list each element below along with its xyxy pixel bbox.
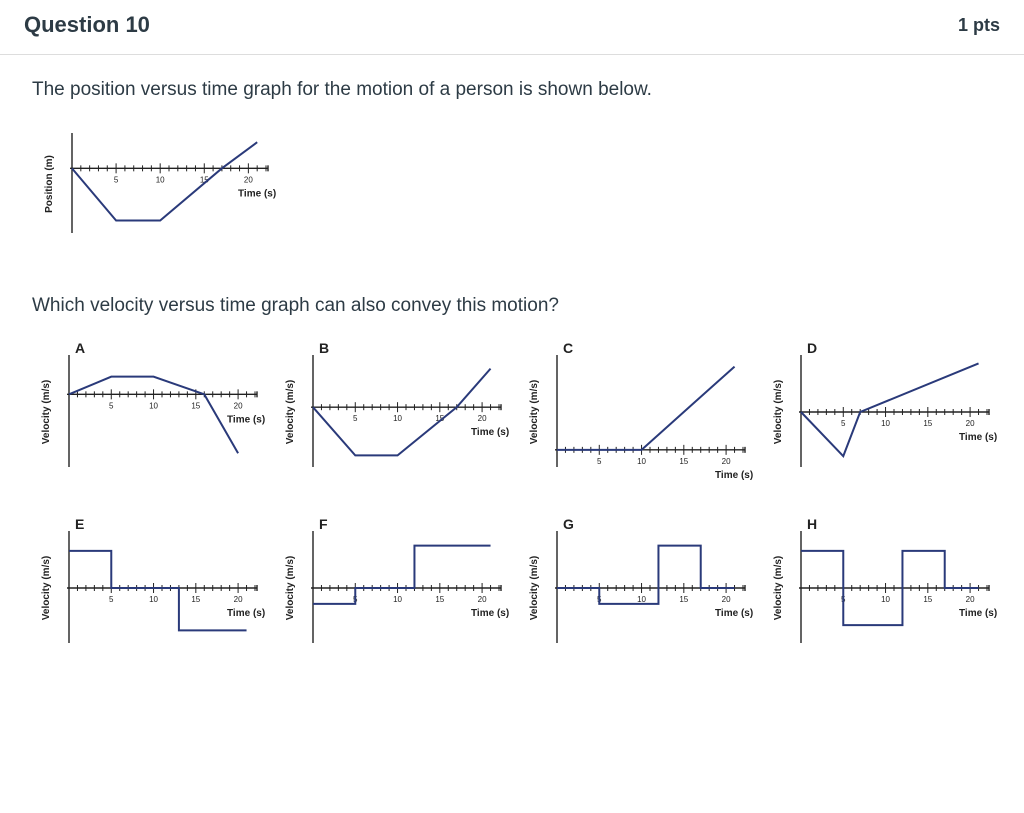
x-tick-label: 15 xyxy=(923,419,932,428)
x-axis-label: Time (s) xyxy=(227,608,265,619)
x-tick-label: 10 xyxy=(149,595,158,604)
question-header: Question 10 1 pts xyxy=(0,0,1024,55)
x-axis-label: Time (s) xyxy=(715,470,753,481)
y-axis-label: Velocity (m/s) xyxy=(773,380,784,444)
x-axis-label: Time (s) xyxy=(959,608,997,619)
prompt-text-2: Which velocity versus time graph can als… xyxy=(32,295,1000,317)
x-axis-label: Time (s) xyxy=(959,432,997,443)
prompt-text-1: The position versus time graph for the m… xyxy=(32,79,1000,101)
option-letter: F xyxy=(319,516,328,532)
options-row-2: E 5 10 15 20 Velocity (m/s) Time (s) F 5 10 15 20 Ve… xyxy=(32,507,1000,677)
curve xyxy=(801,363,979,456)
x-tick-label: 15 xyxy=(679,595,688,604)
x-tick-label: 5 xyxy=(841,419,846,428)
x-tick-label: 10 xyxy=(637,457,646,466)
curve xyxy=(69,551,247,631)
question-title: Question 10 xyxy=(24,12,150,38)
y-axis-label: Velocity (m/s) xyxy=(529,556,540,620)
x-tick-label: 10 xyxy=(156,175,165,184)
x-tick-label: 10 xyxy=(881,595,890,604)
x-tick-label: 20 xyxy=(234,595,243,604)
option-letter: G xyxy=(563,516,574,532)
x-tick-label: 15 xyxy=(435,595,444,604)
option-B[interactable]: B5101520Velocity (m/s)Time (s) xyxy=(276,331,512,501)
curve xyxy=(313,369,491,456)
option-letter: C xyxy=(563,340,573,356)
x-tick-label: 10 xyxy=(149,401,158,410)
option-letter: A xyxy=(75,340,85,356)
option-C[interactable]: C 5 10 15 20 Velocity (m/s) Time (s) xyxy=(520,331,756,501)
x-tick-label: 10 xyxy=(393,595,402,604)
x-axis-label: Time (s) xyxy=(715,608,753,619)
x-tick-label: 5 xyxy=(109,401,114,410)
x-axis-label: Time (s) xyxy=(238,188,276,199)
x-tick-label: 20 xyxy=(478,595,487,604)
x-tick-label: 15 xyxy=(679,457,688,466)
x-tick-label: 5 xyxy=(597,457,602,466)
y-axis-label: Velocity (m/s) xyxy=(41,556,52,620)
x-tick-label: 5 xyxy=(109,595,114,604)
x-tick-label: 10 xyxy=(881,419,890,428)
x-axis-label: Time (s) xyxy=(471,427,509,438)
curve xyxy=(69,377,238,454)
curve xyxy=(557,367,735,450)
option-A[interactable]: A 5 10 15 20 Velocity (m/s) Time (s) xyxy=(32,331,268,501)
x-tick-label: 20 xyxy=(244,175,253,184)
x-tick-label: 15 xyxy=(191,595,200,604)
question-body: The position versus time graph for the m… xyxy=(0,55,1024,701)
x-tick-label: 20 xyxy=(722,595,731,604)
x-tick-label: 15 xyxy=(923,595,932,604)
option-G[interactable]: G5101520Velocity (m/s)Time (s) xyxy=(520,507,756,677)
x-tick-label: 10 xyxy=(637,595,646,604)
y-axis-label: Velocity (m/s) xyxy=(773,556,784,620)
option-E[interactable]: E 5 10 15 20 Velocity (m/s) Time (s) xyxy=(32,507,268,677)
options-row-1: A 5 10 15 20 Velocity (m/s) Time (s) B 5 10 15 20 Ve… xyxy=(32,331,1000,501)
x-tick-label: 15 xyxy=(191,401,200,410)
option-letter: H xyxy=(807,516,817,532)
x-tick-label: 20 xyxy=(966,419,975,428)
main-position-graph: 5101520Position (m)Time (s) xyxy=(36,121,1000,271)
option-F[interactable]: F5101520Velocity (m/s)Time (s) xyxy=(276,507,512,677)
y-axis-label: Position (m) xyxy=(44,155,55,213)
y-axis-label: Velocity (m/s) xyxy=(529,380,540,444)
x-tick-label: 20 xyxy=(478,414,487,423)
x-tick-label: 20 xyxy=(722,457,731,466)
x-axis-label: Time (s) xyxy=(227,414,265,425)
x-tick-label: 10 xyxy=(393,414,402,423)
x-tick-label: 5 xyxy=(353,414,358,423)
x-tick-label: 20 xyxy=(966,595,975,604)
option-letter: D xyxy=(807,340,817,356)
option-letter: B xyxy=(319,340,329,356)
y-axis-label: Velocity (m/s) xyxy=(41,380,52,444)
x-axis-label: Time (s) xyxy=(471,608,509,619)
x-tick-label: 5 xyxy=(114,175,119,184)
question-container: Question 10 1 pts The position versus ti… xyxy=(0,0,1024,701)
y-axis-label: Velocity (m/s) xyxy=(285,556,296,620)
option-D[interactable]: D 5 10 15 20 Velocity (m/s) Time (s) xyxy=(764,331,1000,501)
y-axis-label: Velocity (m/s) xyxy=(285,380,296,444)
question-points: 1 pts xyxy=(958,15,1000,36)
option-H[interactable]: H5101520Velocity (m/s)Time (s) xyxy=(764,507,1000,677)
option-letter: E xyxy=(75,516,84,532)
x-tick-label: 20 xyxy=(234,401,243,410)
